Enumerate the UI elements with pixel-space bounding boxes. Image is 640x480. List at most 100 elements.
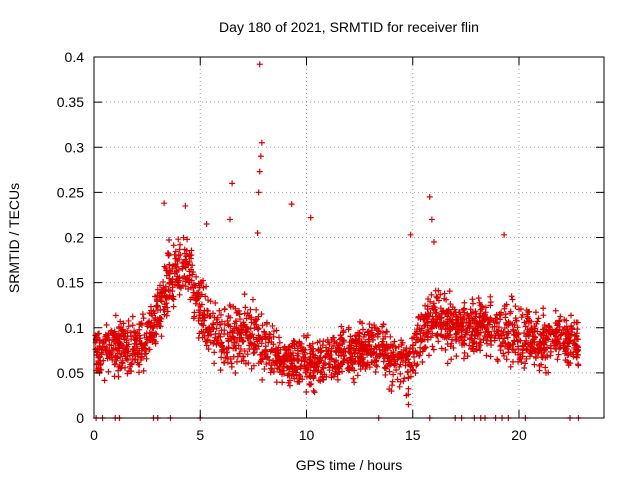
data-point [514, 338, 521, 345]
data-point [425, 310, 432, 317]
data-point [574, 348, 581, 355]
data-point [319, 342, 326, 349]
data-point [476, 343, 483, 350]
data-point [161, 263, 168, 270]
data-point [112, 312, 119, 319]
data-point [459, 337, 466, 344]
data-point [532, 355, 539, 362]
data-point [325, 361, 332, 368]
data-point [382, 371, 389, 378]
data-point [447, 301, 454, 308]
data-point [442, 325, 449, 332]
data-point [474, 331, 481, 338]
data-point [532, 309, 539, 316]
data-point [269, 322, 276, 329]
data-point [486, 319, 493, 326]
data-point [356, 330, 363, 337]
x-axis-label: GPS time / hours [296, 457, 403, 473]
data-point [334, 344, 341, 351]
data-point [375, 327, 382, 334]
data-point [393, 367, 400, 374]
data-point [135, 369, 142, 376]
data-point [438, 331, 445, 338]
data-point [254, 326, 261, 333]
data-point [464, 353, 471, 360]
data-point [410, 342, 417, 349]
data-point [186, 272, 193, 279]
data-point [537, 340, 544, 347]
data-point [240, 357, 247, 364]
data-point [187, 296, 194, 303]
data-point [489, 324, 496, 331]
data-point [473, 340, 480, 347]
y-axis-label: SRMTID / TECUs [6, 183, 22, 293]
data-point [525, 332, 532, 339]
data-point [306, 362, 313, 369]
data-point [96, 366, 103, 373]
data-point [232, 369, 239, 376]
data-point [487, 293, 494, 300]
data-point [338, 352, 345, 359]
data-point [435, 297, 442, 304]
data-point [94, 345, 101, 352]
data-point [368, 327, 375, 334]
data-point [109, 331, 116, 338]
data-point [482, 316, 489, 323]
data-point [180, 263, 187, 270]
data-point [564, 352, 571, 359]
data-point [210, 320, 217, 327]
data-point [405, 374, 412, 381]
data-point [232, 305, 239, 312]
data-point [235, 342, 242, 349]
data-point [198, 279, 205, 286]
data-point [526, 317, 533, 324]
data-point [362, 339, 369, 346]
data-point [353, 337, 360, 344]
data-point [441, 290, 448, 297]
data-point [433, 293, 440, 300]
data-point [281, 370, 288, 377]
data-point [169, 295, 176, 302]
data-point [158, 333, 165, 340]
data-point [252, 342, 259, 349]
data-point [573, 335, 580, 342]
chart-title: Day 180 of 2021, SRMTID for receiver fli… [219, 19, 479, 35]
data-point [487, 353, 494, 360]
data-point [541, 322, 548, 329]
data-point [185, 286, 192, 293]
data-point [347, 355, 354, 362]
data-point [124, 353, 131, 360]
data-point [414, 322, 421, 329]
data-point [385, 353, 392, 360]
data-point [306, 380, 313, 387]
data-point [475, 295, 482, 302]
data-point [476, 314, 483, 321]
data-point [315, 377, 322, 384]
data-point [461, 350, 468, 357]
data-point [518, 358, 525, 365]
data-point [448, 310, 455, 317]
data-point [394, 352, 401, 359]
data-point [258, 311, 265, 318]
data-point [338, 323, 345, 330]
data-point [292, 369, 299, 376]
data-point [314, 363, 321, 370]
data-point [529, 328, 536, 335]
data-point [535, 315, 542, 322]
data-point [350, 375, 357, 382]
data-point [113, 357, 120, 364]
data-point [152, 340, 159, 347]
data-point [510, 327, 517, 334]
data-point [568, 312, 575, 319]
data-point [337, 332, 344, 339]
data-point [421, 322, 428, 329]
data-point [173, 255, 180, 262]
data-point [231, 341, 238, 348]
data-point [332, 348, 339, 355]
data-point [545, 323, 552, 330]
data-point [409, 335, 416, 342]
data-point [109, 356, 116, 363]
data-point [557, 332, 564, 339]
data-point [256, 168, 263, 175]
data-point [299, 376, 306, 383]
